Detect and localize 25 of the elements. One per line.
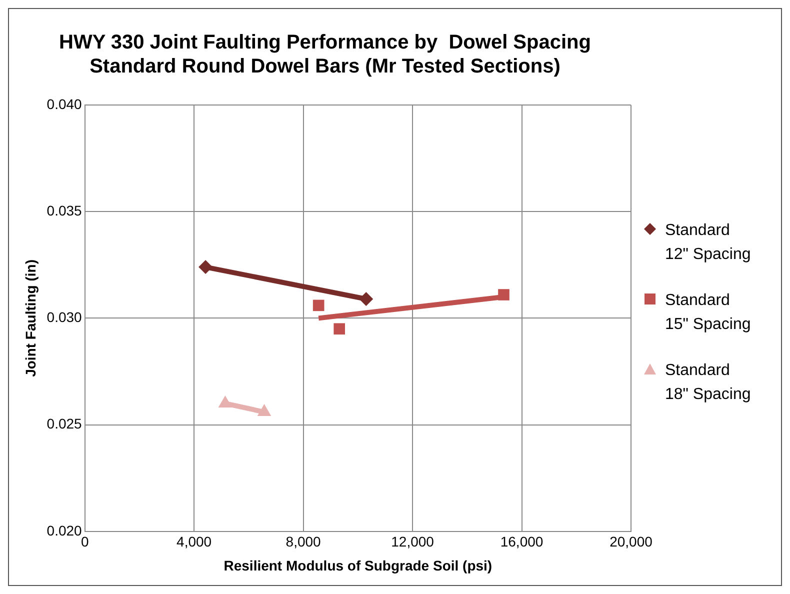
- x-tick-label: 12,000: [391, 534, 434, 550]
- legend-label: Standard 12" Spacing: [665, 221, 752, 265]
- text: HWY 330 Joint Faulting Performance by Dowel Spacing: [59, 32, 591, 54]
- x-axis-title: Resilient Modulus of Subgrade Soil (psi): [224, 557, 492, 574]
- y-tick-label: 0.040: [46, 96, 82, 112]
- y-tick-label: 0.025: [46, 416, 82, 432]
- point: [359, 292, 374, 306]
- legend-label: Standard 18" Spacing: [665, 361, 752, 405]
- point: [334, 323, 346, 335]
- x-tick-label: 20,000: [610, 534, 653, 550]
- point: [498, 289, 510, 300]
- point: [257, 404, 272, 416]
- y-tick-label: 0.035: [46, 202, 82, 218]
- x-tick-label: 16,000: [500, 534, 544, 550]
- y-tick-label: 0.030: [46, 309, 82, 326]
- text: Standard Round Dowel Bars (Mr Tested Sections): [90, 56, 560, 78]
- y-tick-label: 0.020: [46, 522, 82, 538]
- point: [218, 395, 232, 408]
- x-tick-label: 0: [80, 534, 89, 550]
- y-axis-title: Joint Faulting (in): [22, 259, 38, 377]
- x-tick-label: 4,000: [176, 534, 212, 550]
- point: [198, 260, 213, 274]
- point: [312, 300, 324, 312]
- x-tick-label: 8,000: [286, 534, 322, 550]
- legend-label: Standard 15" Spacing: [665, 291, 752, 335]
